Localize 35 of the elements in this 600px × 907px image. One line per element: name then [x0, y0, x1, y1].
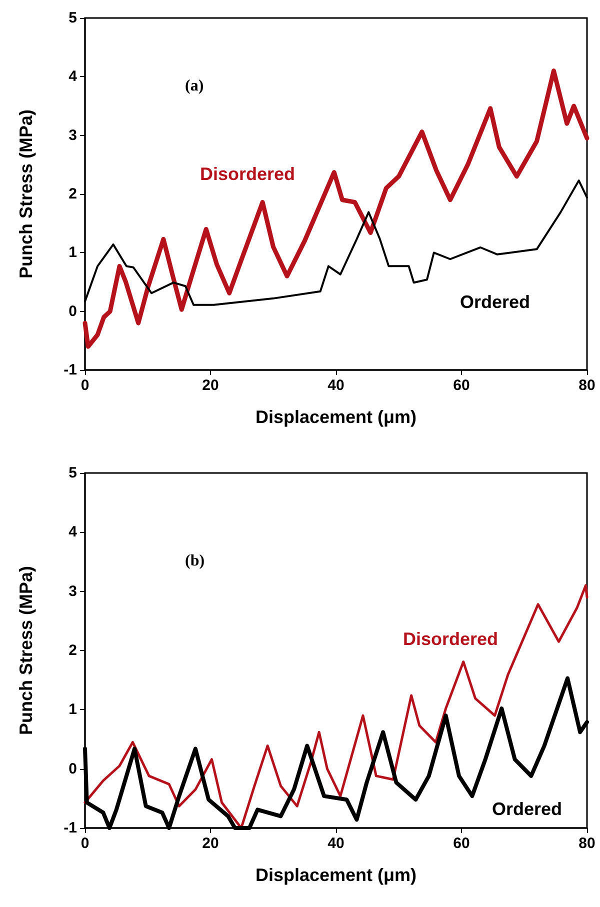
y-tick-label: 4 — [68, 524, 78, 541]
y-tick-label: 0 — [68, 760, 77, 778]
x-tick-label: 60 — [453, 377, 470, 394]
x-axis-title: Displacement (μm) — [255, 865, 417, 885]
x-tick-label: 40 — [328, 835, 344, 852]
y-axis-title: Punch Stress (MPa) — [16, 109, 36, 279]
series-label: Ordered — [492, 799, 562, 819]
series-label: Disordered — [403, 629, 498, 649]
x-tick-label: 80 — [578, 835, 596, 852]
x-tick-label: 60 — [453, 835, 470, 852]
x-axis-title: Displacement (μm) — [255, 407, 417, 427]
y-tick-label: 1 — [68, 701, 77, 718]
y-tick-label: 2 — [68, 642, 77, 659]
y-tick-label: 5 — [68, 464, 77, 482]
y-tick-label: -1 — [64, 362, 77, 378]
y-tick-label: 1 — [68, 244, 77, 262]
y-tick-label: -1 — [64, 820, 77, 836]
x-tick-label: 20 — [202, 377, 219, 394]
x-tick-label: 80 — [578, 377, 596, 394]
x-tick-label: 20 — [202, 835, 219, 852]
annotation: (b) — [185, 552, 205, 570]
y-tick-label: 0 — [68, 302, 77, 320]
x-tick-label: 40 — [328, 377, 344, 394]
y-tick-label: 3 — [68, 126, 77, 144]
series-label: Disordered — [200, 164, 296, 184]
y-axis-title: Punch Stress (MPa) — [16, 566, 36, 736]
y-tick-label: 5 — [68, 10, 77, 26]
x-tick-label: 0 — [80, 377, 90, 394]
y-tick-label: 2 — [68, 186, 77, 202]
x-tick-label: 0 — [80, 835, 90, 852]
annotation: (a) — [185, 78, 204, 94]
line-series — [82, 68, 590, 349]
y-tick-label: 4 — [68, 68, 78, 86]
series-label: Ordered — [460, 292, 530, 312]
y-tick-label: 3 — [68, 582, 77, 600]
